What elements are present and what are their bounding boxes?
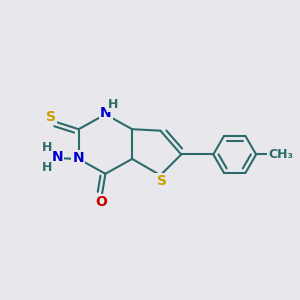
Text: N: N	[52, 150, 63, 164]
Text: CH₃: CH₃	[268, 148, 293, 161]
Text: N: N	[100, 106, 112, 120]
Text: O: O	[95, 195, 107, 209]
Text: H: H	[108, 98, 118, 111]
Text: H: H	[41, 141, 52, 154]
Text: H: H	[41, 161, 52, 174]
Text: S: S	[46, 110, 56, 124]
Text: N: N	[72, 151, 84, 165]
Text: S: S	[157, 174, 166, 188]
